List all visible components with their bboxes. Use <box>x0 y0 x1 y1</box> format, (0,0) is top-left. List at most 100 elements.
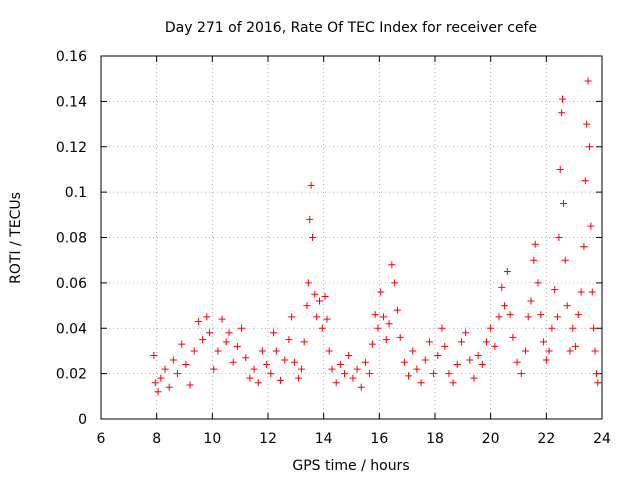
data-point <box>509 333 517 341</box>
data-point <box>503 268 511 276</box>
data-point <box>466 356 474 364</box>
data-point <box>174 370 182 378</box>
data-point <box>577 288 585 296</box>
data-point <box>583 120 591 128</box>
data-point <box>225 329 233 337</box>
chart-title: Day 271 of 2016, Rate Of TEC Index for r… <box>165 20 537 36</box>
data-point <box>328 365 336 373</box>
x-tick-label: 20 <box>482 431 500 447</box>
data-point <box>214 347 222 355</box>
data-point <box>581 177 589 185</box>
data-point <box>548 324 556 332</box>
data-point <box>157 374 165 382</box>
x-tick-label: 8 <box>152 431 161 447</box>
y-tick-label: 0.16 <box>56 49 87 65</box>
data-point <box>313 313 321 321</box>
data-point <box>277 376 285 384</box>
data-point <box>534 279 542 287</box>
x-tick-label: 12 <box>259 431 277 447</box>
data-point <box>190 347 198 355</box>
data-point <box>566 347 574 355</box>
x-axis-label: GPS time / hours <box>292 458 409 474</box>
data-point <box>495 313 503 321</box>
data-point <box>288 313 296 321</box>
data-point <box>409 347 417 355</box>
data-point <box>478 361 486 369</box>
data-point <box>551 286 559 294</box>
data-point <box>336 361 344 369</box>
data-point <box>258 347 266 355</box>
data-point <box>506 311 514 319</box>
data-series-roti <box>150 77 602 396</box>
data-point <box>349 374 357 382</box>
data-point <box>332 379 340 387</box>
y-tick-label: 0.04 <box>56 321 87 337</box>
grid-lines <box>101 56 602 419</box>
data-point <box>388 261 396 269</box>
x-tick-label: 6 <box>97 431 106 447</box>
data-point <box>553 313 561 321</box>
data-point <box>587 222 595 230</box>
data-point <box>590 324 598 332</box>
data-point <box>569 324 577 332</box>
data-point <box>154 388 162 396</box>
data-point <box>445 370 453 378</box>
data-point <box>242 354 250 362</box>
data-point <box>307 181 315 189</box>
data-point <box>304 279 312 287</box>
data-point <box>270 329 278 337</box>
data-point <box>306 215 314 223</box>
data-point <box>290 358 298 366</box>
data-point <box>561 256 569 264</box>
data-point <box>357 383 365 391</box>
data-point <box>521 347 529 355</box>
data-point <box>417 379 425 387</box>
data-point <box>150 351 158 359</box>
data-point <box>323 315 331 323</box>
data-point <box>517 370 525 378</box>
data-point <box>382 336 390 344</box>
data-point <box>186 381 194 389</box>
x-tick-label: 22 <box>537 431 555 447</box>
y-tick-label: 0.14 <box>56 94 87 110</box>
data-point <box>318 324 326 332</box>
data-point <box>558 109 566 117</box>
data-point <box>178 340 186 348</box>
data-point <box>555 234 563 241</box>
data-point <box>400 358 408 366</box>
data-point <box>563 302 571 310</box>
data-point <box>594 379 602 387</box>
data-point <box>457 338 465 346</box>
data-point <box>393 306 401 314</box>
data-point <box>556 165 564 173</box>
data-point <box>272 347 280 355</box>
data-point <box>368 340 376 348</box>
data-point <box>199 336 207 344</box>
data-point <box>222 338 230 346</box>
data-point <box>297 365 305 373</box>
data-point <box>182 361 190 369</box>
data-point <box>441 342 449 350</box>
data-point <box>574 311 582 319</box>
data-point <box>246 374 254 382</box>
x-tick-label: 18 <box>426 431 444 447</box>
data-point <box>558 95 566 103</box>
data-point <box>303 302 311 310</box>
data-point <box>537 311 545 319</box>
data-point <box>425 338 433 346</box>
data-point <box>194 317 202 325</box>
data-point <box>263 361 271 369</box>
data-point <box>430 370 438 378</box>
data-point <box>391 279 399 287</box>
data-point <box>545 347 553 355</box>
data-point <box>267 370 275 378</box>
data-point <box>229 358 237 366</box>
data-point <box>449 379 457 387</box>
y-tick-label: 0.06 <box>56 276 87 292</box>
data-point <box>233 342 241 350</box>
data-point <box>560 199 568 207</box>
data-point <box>498 283 506 291</box>
data-point <box>250 365 258 373</box>
data-point <box>513 358 521 366</box>
y-axis-label: ROTI / TECUs <box>8 192 24 284</box>
